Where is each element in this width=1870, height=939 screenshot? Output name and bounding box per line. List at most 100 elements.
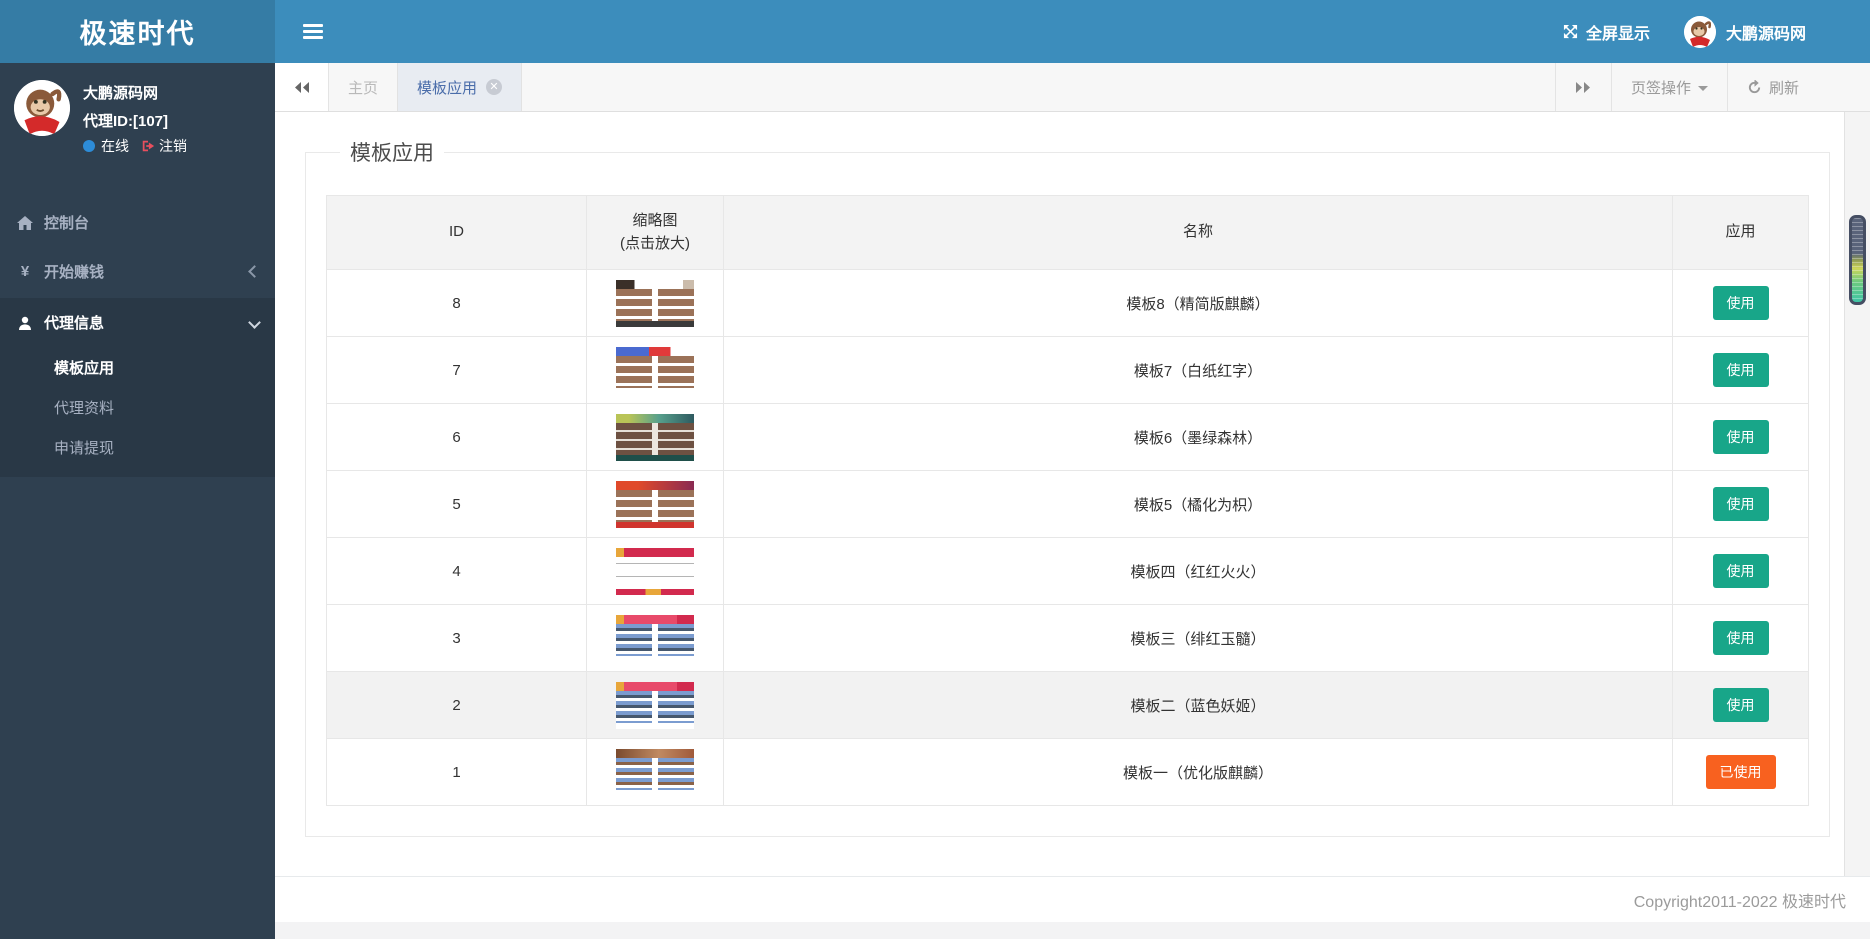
sidebar-item-console[interactable]: 控制台 [0,198,275,247]
sidebar-section-agent: 代理信息 模板应用 代理资料 申请提现 [0,298,275,477]
thumbnail-body [616,422,694,455]
table-body: 8 模板8（精简版麒麟） 使用 7 模板7（白纸红字） 使用 6 [326,269,1809,806]
thumbnail[interactable] [616,413,694,461]
thumbnail-footer-stripe [616,655,694,662]
action-button[interactable]: 使用 [1712,688,1769,722]
tab-home[interactable]: 主页 [329,63,399,111]
thumbnail-body [616,489,694,522]
thumbnail-footer-stripe [616,789,694,796]
template-table: ID 缩略图 (点击放大) 名称 应用 8 [326,195,1809,806]
thumbnail-body [616,288,694,321]
thumbnail[interactable] [616,480,694,528]
user-avatar [14,80,70,136]
copyright-text: Copyright2011-2022 极速时代 [1633,893,1846,911]
action-button[interactable]: 已使用 [1705,755,1776,789]
thumbnail[interactable] [616,279,694,327]
thumbnail-footer-stripe [616,387,694,394]
thumbnail-body [616,690,694,723]
table-row: 7 模板7（白纸红字） 使用 [326,336,1809,404]
header-id: ID [326,195,587,270]
action-cell: 使用 [1672,336,1809,404]
thumbnail-header-stripe [616,480,694,490]
row-name-cell: 模板一（优化版麒麟） [723,738,1673,806]
action-button[interactable]: 使用 [1712,353,1769,387]
action-button[interactable]: 使用 [1712,420,1769,454]
sidebar-item-agent-info[interactable]: 代理信息 [0,298,275,347]
thumbnail-header-stripe [616,547,694,557]
action-cell: 使用 [1672,470,1809,538]
header-name: 名称 [723,195,1673,270]
row-name-cell: 模板三（绯红玉髓） [723,604,1673,672]
sidebar-item-withdraw[interactable]: 申请提现 [54,439,115,457]
home-icon [16,215,34,230]
main-column: 全屏显示 大鹏源码网 [275,0,1870,939]
template-fieldset: 模板应用 ID 缩略图 (点击放大) 名称 应用 [305,137,1830,837]
sidebar-toggle-button[interactable] [275,0,351,63]
sidebar-item-template-app[interactable]: 模板应用 [54,359,115,377]
thumbnail-footer-stripe [616,722,694,729]
action-button[interactable]: 使用 [1712,554,1769,588]
tab-template-app[interactable]: 模板应用 ✕ [398,63,523,111]
thumbnail[interactable] [616,681,694,729]
table-row: 1 模板一（优化版麒麟） 已使用 [326,738,1809,806]
row-name-cell: 模板二（蓝色妖姬） [723,671,1673,739]
fullscreen-button[interactable]: 全屏显示 [1563,20,1650,44]
tabs-scroll-left-button[interactable] [275,63,329,111]
thumbnail-cell [586,738,724,806]
thumbnail-footer-stripe [616,588,694,595]
thumbnail[interactable] [616,346,694,394]
row-id-cell: 3 [326,604,587,672]
table-row: 5 模板5（橘化为枳） 使用 [326,470,1809,538]
caret-down-icon [1697,85,1708,91]
topbar: 全屏显示 大鹏源码网 [275,0,1870,63]
user-panel: 大鹏源码网 代理ID:[107] 在线 注销 [0,63,275,170]
thumbnail[interactable] [616,748,694,796]
scrollbar-track[interactable] [1844,112,1870,876]
row-id-cell: 5 [326,470,587,538]
row-id-cell: 7 [326,336,587,404]
logout-link[interactable]: 注销 [141,136,187,156]
sidebar-item-earn[interactable]: ¥ 开始赚钱 [0,247,275,296]
tabs-scroll-right-button[interactable] [1554,63,1611,111]
topbar-username: 大鹏源码网 [1725,25,1806,43]
thumbnail-body [616,355,694,388]
page-footer: Copyright2011-2022 极速时代 [275,876,1870,922]
row-id-cell: 4 [326,537,587,605]
tab-close-icon[interactable]: ✕ [486,79,503,95]
table-row: 4 模板四（红红火火） 使用 [326,537,1809,605]
logout-icon [142,140,155,152]
user-name: 大鹏源码网 [83,85,159,102]
refresh-button[interactable]: 刷新 [1726,63,1818,111]
action-cell: 使用 [1672,403,1809,471]
action-button[interactable]: 使用 [1712,621,1769,655]
thumbnail-body [616,556,694,589]
user-icon [16,316,34,330]
content-area: 模板应用 ID 缩略图 (点击放大) 名称 应用 [275,112,1870,876]
scrollbar-thumb[interactable] [1849,215,1866,305]
tab-operations-dropdown[interactable]: 页签操作 [1610,63,1727,111]
thumbnail-footer-stripe [616,521,694,528]
tab-bar: 主页 模板应用 ✕ 页签操作 刷新 [275,63,1870,112]
thumbnail-cell [586,537,724,605]
row-id-cell: 2 [326,671,587,739]
page-title: 模板应用 [350,142,434,165]
topbar-user-menu[interactable]: 大鹏源码网 [1683,15,1806,48]
thumbnail-footer-stripe [616,320,694,327]
thumbnail-cell [586,671,724,739]
bottom-strip [275,922,1870,939]
content-panel: 模板应用 ID 缩略图 (点击放大) 名称 应用 [275,112,1844,876]
sidebar-menu: 控制台 ¥ 开始赚钱 代理信息 模板应用 代理资料 申请提现 [0,198,275,477]
action-button[interactable]: 使用 [1712,286,1769,320]
thumbnail[interactable] [616,547,694,595]
header-action: 应用 [1672,195,1809,270]
sidebar-item-agent-profile[interactable]: 代理资料 [54,399,115,417]
thumbnail[interactable] [616,614,694,662]
double-right-arrow-icon [1575,81,1590,93]
topbar-avatar [1683,15,1716,48]
hamburger-icon [303,24,323,39]
user-status-row: 在线 注销 [83,136,187,156]
table-row: 3 模板三（绯红玉髓） 使用 [326,604,1809,672]
action-cell: 使用 [1672,537,1809,605]
action-button[interactable]: 使用 [1712,487,1769,521]
